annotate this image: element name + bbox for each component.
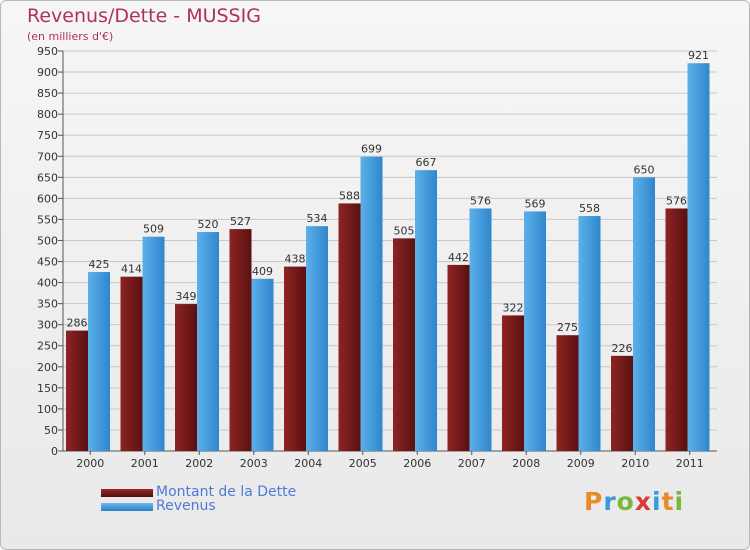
bar-dette [611, 355, 633, 451]
bar-revenus [415, 170, 437, 451]
bar-revenus [142, 236, 165, 451]
logo-letter: i [674, 487, 685, 516]
x-tick-label: 2010 [621, 457, 649, 470]
x-tick-label: 2001 [131, 457, 159, 470]
x-tick-label: 2007 [458, 457, 486, 470]
y-tick-label: 450 [37, 256, 58, 269]
y-tick-label: 950 [37, 45, 58, 58]
data-label-dette: 588 [339, 189, 360, 202]
data-label-dette: 438 [285, 253, 306, 266]
data-label-dette: 349 [176, 290, 197, 303]
data-label-dette: 275 [557, 321, 578, 334]
y-tick-label: 800 [37, 108, 58, 121]
bar-revenus [88, 272, 110, 451]
y-tick-label: 700 [37, 150, 58, 163]
bar-dette [665, 208, 688, 451]
x-tick-label: 2000 [76, 457, 104, 470]
y-tick-label: 850 [37, 87, 58, 100]
legend-label-revenus: Revenus [156, 498, 216, 514]
y-tick-label: 100 [37, 403, 58, 416]
x-tick-label: 2008 [512, 457, 540, 470]
chart-title: Revenus/Dette - MUSSIG [27, 5, 261, 27]
bar-dette [229, 229, 252, 451]
y-tick-label: 350 [37, 298, 58, 311]
bar-revenus [306, 226, 328, 451]
data-label-revenus: 569 [525, 197, 546, 210]
legend-label-dette: Montant de la Dette [156, 484, 297, 500]
logo-letter: r [603, 487, 617, 516]
bar-revenus [197, 232, 219, 451]
data-label-revenus: 699 [361, 143, 382, 156]
y-tick-label: 500 [37, 234, 58, 247]
data-label-dette: 414 [121, 263, 142, 276]
bar-revenus [687, 63, 710, 452]
x-tick-label: 2006 [403, 457, 431, 470]
y-tick-label: 750 [37, 129, 58, 142]
data-label-dette: 505 [394, 224, 415, 237]
y-tick-label: 150 [37, 382, 58, 395]
bar-dette [393, 238, 415, 451]
data-label-dette: 576 [666, 194, 687, 207]
data-label-revenus: 650 [634, 163, 655, 176]
x-tick-label: 2004 [294, 457, 322, 470]
logo-letter: t [661, 487, 675, 516]
y-tick-label: 200 [37, 361, 58, 374]
data-label-revenus: 409 [252, 265, 273, 278]
bar-revenus [251, 278, 274, 451]
y-tick-label: 0 [51, 445, 58, 458]
proxiti-logo: Proxiti [584, 487, 684, 516]
logo-letter: x [634, 487, 652, 516]
y-tick-label: 400 [37, 277, 58, 290]
data-label-revenus: 520 [198, 218, 219, 231]
data-label-dette: 527 [230, 215, 251, 228]
bar-dette [66, 330, 88, 451]
data-label-revenus: 576 [470, 194, 491, 207]
logo-letter: i [652, 487, 662, 516]
bar-dette [175, 304, 197, 451]
bar-dette [502, 315, 524, 451]
bar-dette [447, 264, 470, 451]
data-label-dette: 442 [448, 251, 469, 264]
data-label-dette: 286 [67, 317, 88, 330]
y-tick-label: 600 [37, 192, 58, 205]
data-label-revenus: 534 [307, 212, 328, 225]
y-tick-label: 250 [37, 340, 58, 353]
y-tick-label: 300 [37, 319, 58, 332]
bar-revenus [633, 177, 655, 451]
x-tick-label: 2005 [349, 457, 377, 470]
bar-revenus [524, 211, 546, 451]
x-tick-label: 2002 [185, 457, 213, 470]
data-label-dette: 226 [612, 342, 633, 355]
legend-swatch-revenus [101, 503, 153, 511]
bar-revenus [360, 156, 383, 451]
data-label-dette: 322 [503, 301, 524, 314]
data-label-revenus: 558 [579, 202, 600, 215]
y-tick-label: 900 [37, 66, 58, 79]
x-tick-label: 2003 [240, 457, 268, 470]
data-label-revenus: 509 [143, 223, 164, 236]
x-tick-label: 2009 [567, 457, 595, 470]
data-label-revenus: 921 [688, 49, 709, 62]
bar-dette [556, 335, 579, 451]
bar-dette [120, 276, 143, 451]
y-tick-label: 650 [37, 171, 58, 184]
logo-letter: o [616, 487, 635, 516]
legend-swatch-dette [101, 489, 153, 497]
bar-dette [338, 203, 361, 451]
y-tick-label: 50 [44, 424, 58, 437]
x-tick-label: 2011 [676, 457, 704, 470]
logo-letter: P [584, 487, 604, 516]
bar-revenus [578, 216, 601, 451]
bar-dette [284, 266, 306, 451]
y-tick-label: 550 [37, 213, 58, 226]
bar-revenus [469, 208, 492, 451]
data-label-revenus: 425 [89, 258, 110, 271]
data-label-revenus: 667 [416, 156, 437, 169]
chart-subtitle: (en milliers d'€) [27, 30, 114, 43]
